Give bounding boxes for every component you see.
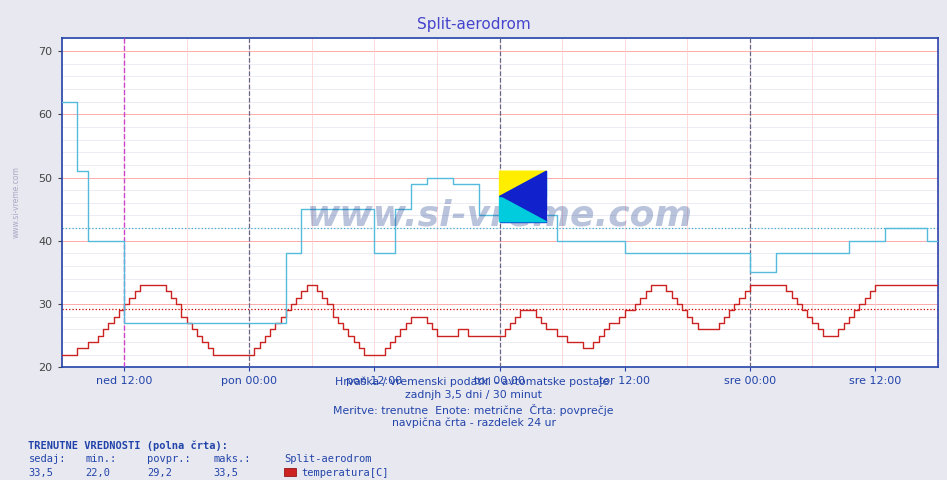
Text: Meritve: trenutne  Enote: metrične  Črta: povprečje: Meritve: trenutne Enote: metrične Črta: … <box>333 404 614 416</box>
Polygon shape <box>500 171 546 196</box>
Polygon shape <box>500 171 546 196</box>
Text: temperatura[C]: temperatura[C] <box>301 468 388 478</box>
Text: www.si-vreme.com: www.si-vreme.com <box>307 199 692 233</box>
Text: 33,5: 33,5 <box>213 468 238 478</box>
Text: www.si-vreme.com: www.si-vreme.com <box>11 166 21 238</box>
Polygon shape <box>500 171 546 196</box>
Text: sedaj:: sedaj: <box>28 454 66 464</box>
Text: 29,2: 29,2 <box>147 468 171 478</box>
Text: Split-aerodrom: Split-aerodrom <box>284 454 371 464</box>
Text: zadnjh 3,5 dni / 30 minut: zadnjh 3,5 dni / 30 minut <box>405 390 542 400</box>
Text: min.:: min.: <box>85 454 116 464</box>
Text: povpr.:: povpr.: <box>147 454 190 464</box>
Text: Hrvaška / vremenski podatki - avtomatske postaje.: Hrvaška / vremenski podatki - avtomatske… <box>334 377 613 387</box>
Text: TRENUTNE VREDNOSTI (polna črta):: TRENUTNE VREDNOSTI (polna črta): <box>28 441 228 451</box>
Text: 22,0: 22,0 <box>85 468 110 478</box>
Text: 33,5: 33,5 <box>28 468 53 478</box>
Polygon shape <box>500 196 546 222</box>
Polygon shape <box>500 196 546 222</box>
Text: Split-aerodrom: Split-aerodrom <box>417 17 530 32</box>
Text: maks.:: maks.: <box>213 454 251 464</box>
Text: navpična črta - razdelek 24 ur: navpična črta - razdelek 24 ur <box>391 417 556 428</box>
